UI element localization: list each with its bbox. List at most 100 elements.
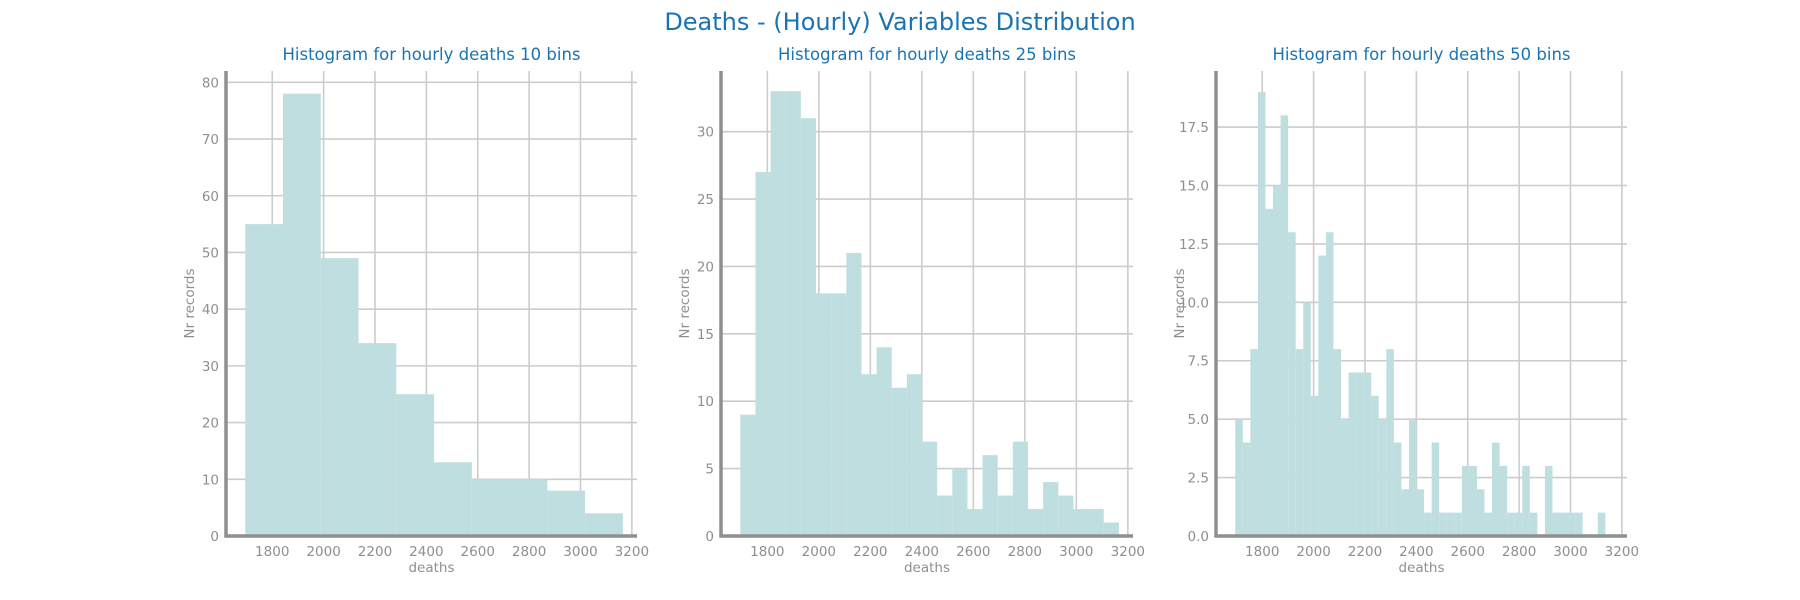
- histogram-bar: [922, 441, 938, 536]
- histogram-bar: [755, 172, 771, 536]
- histogram-bar: [1439, 512, 1447, 536]
- histogram-bar: [1280, 115, 1289, 537]
- y-tick-label: 5: [705, 462, 714, 478]
- histogram-bar: [952, 468, 968, 536]
- y-tick-label: 5.0: [1188, 412, 1209, 428]
- histogram-bar: [937, 495, 953, 536]
- histogram-bar: [906, 374, 923, 536]
- histogram-bar: [831, 293, 847, 536]
- histogram-bar: [1310, 395, 1319, 536]
- x-tick-label: 2400: [1399, 544, 1433, 560]
- figure-title: Deaths - (Hourly) Variables Distribution: [664, 8, 1136, 36]
- histogram-bar: [396, 394, 435, 536]
- histogram-bar: [434, 462, 472, 536]
- x-axis-label: deaths: [904, 560, 950, 576]
- histogram-bar: [1235, 419, 1243, 536]
- y-tick-label: 10.0: [1179, 295, 1209, 311]
- histogram-bar: [471, 479, 510, 536]
- histogram-bar: [1295, 349, 1304, 536]
- y-tick-label: 7.5: [1188, 354, 1209, 370]
- histogram-bar: [547, 490, 586, 536]
- x-tick-label: 2800: [1502, 544, 1536, 560]
- histogram-bar: [1318, 255, 1326, 536]
- histogram-bar: [740, 414, 756, 536]
- x-tick-label: 1800: [255, 544, 289, 560]
- y-tick-label: 2.5: [1188, 471, 1209, 487]
- histogram-bar: [1265, 208, 1274, 536]
- y-tick-label: 17.5: [1179, 120, 1209, 136]
- histogram-bar: [1333, 349, 1341, 536]
- histogram-bar: [891, 387, 907, 536]
- y-axis-label: Nr records: [1172, 268, 1188, 338]
- histogram-bar: [1484, 512, 1493, 536]
- y-tick-label: 40: [202, 302, 219, 318]
- histogram-bar: [1363, 372, 1372, 536]
- x-tick-label: 2400: [905, 544, 939, 560]
- x-tick-label: 2800: [1008, 544, 1042, 560]
- histogram-bar: [1507, 512, 1515, 536]
- x-tick-label: 2800: [512, 544, 546, 560]
- histogram-bar: [997, 495, 1013, 536]
- histogram-bar: [1552, 512, 1561, 536]
- x-tick-label: 3000: [1059, 544, 1093, 560]
- histogram-bar: [1597, 512, 1606, 536]
- y-tick-label: 25: [697, 192, 714, 208]
- histogram-bar: [1242, 442, 1251, 536]
- histogram-bar: [1522, 465, 1530, 536]
- x-tick-label: 3000: [563, 544, 597, 560]
- y-axis-label: Nr records: [182, 268, 198, 338]
- histogram-bar: [1356, 372, 1364, 536]
- histogram-bar: [1476, 489, 1485, 536]
- y-tick-label: 70: [202, 132, 219, 148]
- x-tick-label: 2600: [461, 544, 495, 560]
- histogram-bar: [1027, 509, 1044, 536]
- y-tick-label: 30: [697, 125, 714, 141]
- histogram-bar: [1544, 465, 1553, 536]
- panel-title: Histogram for hourly deaths 50 bins: [1272, 45, 1570, 64]
- histogram-bar: [1012, 441, 1028, 536]
- x-tick-label: 3200: [1605, 544, 1639, 560]
- y-tick-label: 20: [202, 416, 219, 432]
- histogram-panel-3: 1800 2000 2200 2400 2600 2800 3000 3200 0.0 2.5 5.…: [1172, 45, 1639, 576]
- x-axis-label: deaths: [1398, 560, 1444, 576]
- histogram-bar: [1250, 349, 1258, 536]
- histogram-bar: [785, 91, 801, 536]
- histogram-bar: [320, 258, 359, 536]
- x-tick-label: 2000: [802, 544, 836, 560]
- y-tick-label: 60: [202, 189, 219, 205]
- histogram-panel-1: 1800 2000 2200 2400 2600 2800 3000 3200 0 10 20 30 4…: [182, 45, 649, 576]
- histogram-bar: [1325, 232, 1334, 537]
- y-tick-label: 50: [202, 245, 219, 261]
- histogram-bar: [1499, 465, 1508, 536]
- x-tick-label: 2200: [1348, 544, 1382, 560]
- histogram-bar: [1103, 522, 1119, 536]
- y-tick-label: 15.0: [1179, 178, 1209, 194]
- histogram-panel-2: 1800 2000 2200 2400 2600 2800 3000 3200 0 5 10 15 20…: [677, 45, 1145, 576]
- histogram-bar: [1386, 349, 1394, 536]
- histogram-bar: [1348, 372, 1357, 536]
- x-tick-label: 2200: [358, 544, 392, 560]
- histogram-bar: [509, 479, 548, 536]
- histogram-bar: [1560, 512, 1568, 536]
- histogram-bar: [1424, 512, 1432, 536]
- histogram-bar: [1575, 512, 1583, 536]
- histogram-bar: [1446, 512, 1455, 536]
- histogram-bar: [1378, 419, 1387, 536]
- histogram-bar: [1303, 302, 1311, 536]
- histogram-bar: [1431, 442, 1440, 536]
- y-tick-label: 10: [697, 394, 714, 410]
- x-tick-label: 2200: [853, 544, 887, 560]
- x-tick-label: 2000: [306, 544, 340, 560]
- histogram-bar: [1340, 419, 1349, 536]
- x-axis-label: deaths: [408, 560, 454, 576]
- x-tick-label: 2600: [956, 544, 990, 560]
- y-tick-label: 30: [202, 359, 219, 375]
- histogram-bar: [1273, 185, 1281, 536]
- x-tick-label: 3000: [1553, 544, 1587, 560]
- histogram-bar: [1514, 512, 1523, 536]
- histogram-bar: [846, 252, 862, 536]
- histogram-bar: [861, 374, 877, 536]
- y-tick-label: 10: [202, 472, 219, 488]
- histogram-bar: [1088, 509, 1104, 536]
- histogram-bar: [1461, 465, 1470, 536]
